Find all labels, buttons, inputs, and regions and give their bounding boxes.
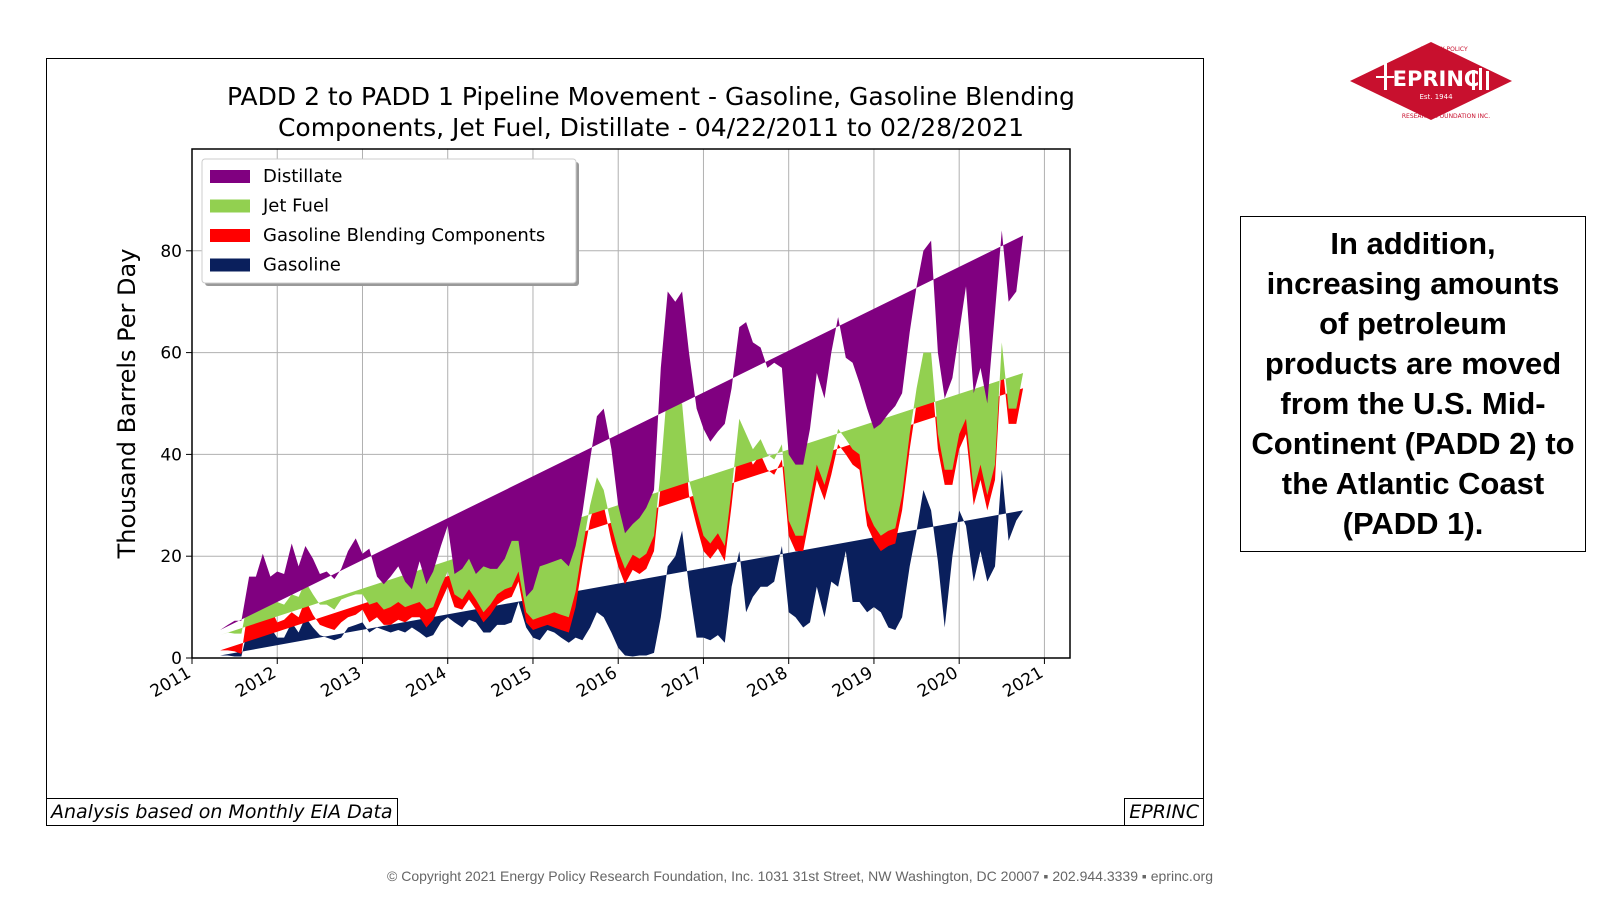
x-tick-label: 2016	[573, 663, 620, 702]
legend-swatch	[210, 229, 250, 242]
y-tick-label: 20	[160, 547, 182, 567]
analysis-note: Analysis based on Monthly EIA Data	[46, 798, 398, 826]
chart-title-line: Components, Jet Fuel, Distillate - 04/22…	[278, 113, 1024, 142]
series-area-distillate	[220, 230, 1024, 630]
x-tick-label: 2012	[232, 663, 279, 702]
legend-label: Jet Fuel	[262, 196, 329, 217]
x-tick-label: 2018	[744, 663, 791, 702]
chart-title-line: PADD 2 to PADD 1 Pipeline Movement - Gas…	[227, 82, 1075, 111]
series-area-jet-fuel	[220, 342, 1024, 636]
x-tick-label: 2015	[488, 663, 535, 702]
logo-name: EPRINC	[1393, 67, 1480, 91]
legend-swatch	[210, 170, 250, 183]
y-tick-label: 60	[160, 344, 182, 364]
x-tick-label: 2014	[403, 663, 450, 702]
logo-diamond	[1350, 42, 1512, 120]
x-tick-label: 2021	[999, 663, 1046, 702]
y-axis-label: Thousand Barrels Per Day	[113, 249, 141, 560]
legend-label: Gasoline	[263, 255, 341, 276]
stacked-area-chart: PADD 2 to PADD 1 Pipeline Movement - Gas…	[113, 82, 1075, 702]
logo-arc-top: ENERGY POLICY	[1420, 46, 1468, 53]
logo-est: Est. 1944	[1419, 93, 1453, 101]
chart-figure: PADD 2 to PADD 1 Pipeline Movement - Gas…	[46, 58, 1204, 826]
logo-arc-bottom: RESEARCH FOUNDATION INC.	[1402, 113, 1490, 120]
copyright-footer: © Copyright 2021 Energy Policy Research …	[387, 868, 1213, 884]
legend-swatch	[210, 258, 250, 272]
x-tick-label: 2013	[318, 663, 365, 702]
legend-box	[201, 158, 577, 284]
plot-frame	[191, 148, 1071, 659]
x-tick-label: 2017	[658, 663, 705, 702]
x-tick-label: 2020	[914, 663, 961, 702]
source-label: EPRINC	[1124, 798, 1204, 826]
y-tick-label: 80	[160, 242, 182, 262]
legend-label: Gasoline Blending Components	[263, 225, 545, 246]
y-tick-label: 40	[160, 445, 182, 465]
derrick-bar-icon	[1376, 76, 1394, 78]
y-tick-label: 0	[171, 649, 182, 669]
eprinc-logo: EPRINC Est. 1944 ENERGY POLICY RESEARCH …	[1346, 38, 1516, 124]
legend-swatch	[210, 199, 250, 213]
series-area-gasoline	[220, 469, 1024, 657]
x-tick-label: 2019	[829, 663, 876, 702]
bridge-icon	[1472, 70, 1475, 90]
callout-text: In addition, increasing amounts of petro…	[1251, 226, 1575, 541]
callout-box: In addition, increasing amounts of petro…	[1240, 216, 1586, 552]
legend-label: Distillate	[263, 166, 342, 187]
logo-graphic: EPRINC Est. 1944 ENERGY POLICY RESEARCH …	[1350, 42, 1512, 120]
